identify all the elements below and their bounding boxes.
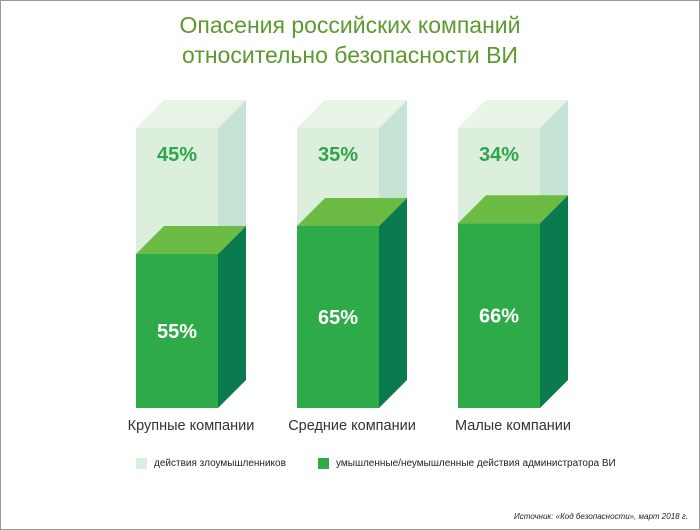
source-note: Источник: «Код безопасности», март 2018 … [514,512,688,521]
value-label-lower-1: 65% [318,307,358,329]
title-line-2: относительно безопасности ВИ [182,42,518,68]
lower-segment-front-2 [458,223,540,408]
value-label-lower-0: 55% [157,321,197,343]
legend-item-attackers: действия злоумышленников [136,456,286,470]
lower-segment-side-0 [218,226,246,408]
lower-segment-top-2 [458,195,568,224]
value-label-upper-1: 35% [318,144,358,166]
bar-chart: 45% 55% Крупные компании 35% 65% Средние комп… [128,100,571,434]
value-label-upper-2: 34% [479,144,519,166]
upper-segment-top-0 [136,100,246,128]
category-label-2: Малые компании [455,418,571,434]
category-label-0: Крупные компании [128,418,255,434]
upper-segment-top-1 [297,100,407,128]
legend-label-admin: умышленные/неумышленные действия админис… [336,457,616,469]
legend-item-admin: умышленные/неумышленные действия админис… [318,456,616,470]
lower-segment-front-1 [297,226,379,408]
value-label-lower-2: 66% [479,306,519,328]
legend-swatch-green [318,457,329,469]
lower-segment-front-0 [136,254,218,408]
upper-segment-top-2 [458,100,568,128]
lower-segment-top-1 [297,198,407,226]
lower-segment-side-1 [379,198,407,408]
value-label-upper-0: 45% [157,144,197,166]
legend-swatch-light [136,457,147,469]
category-label-1: Средние компании [288,418,416,434]
lower-segment-side-2 [540,195,568,408]
chart-title: Опасения российских компаний относительн… [0,10,700,70]
lower-segment-top-0 [136,226,246,254]
title-line-1: Опасения российских компаний [179,12,521,38]
legend-label-attackers: действия злоумышленников [154,457,286,469]
